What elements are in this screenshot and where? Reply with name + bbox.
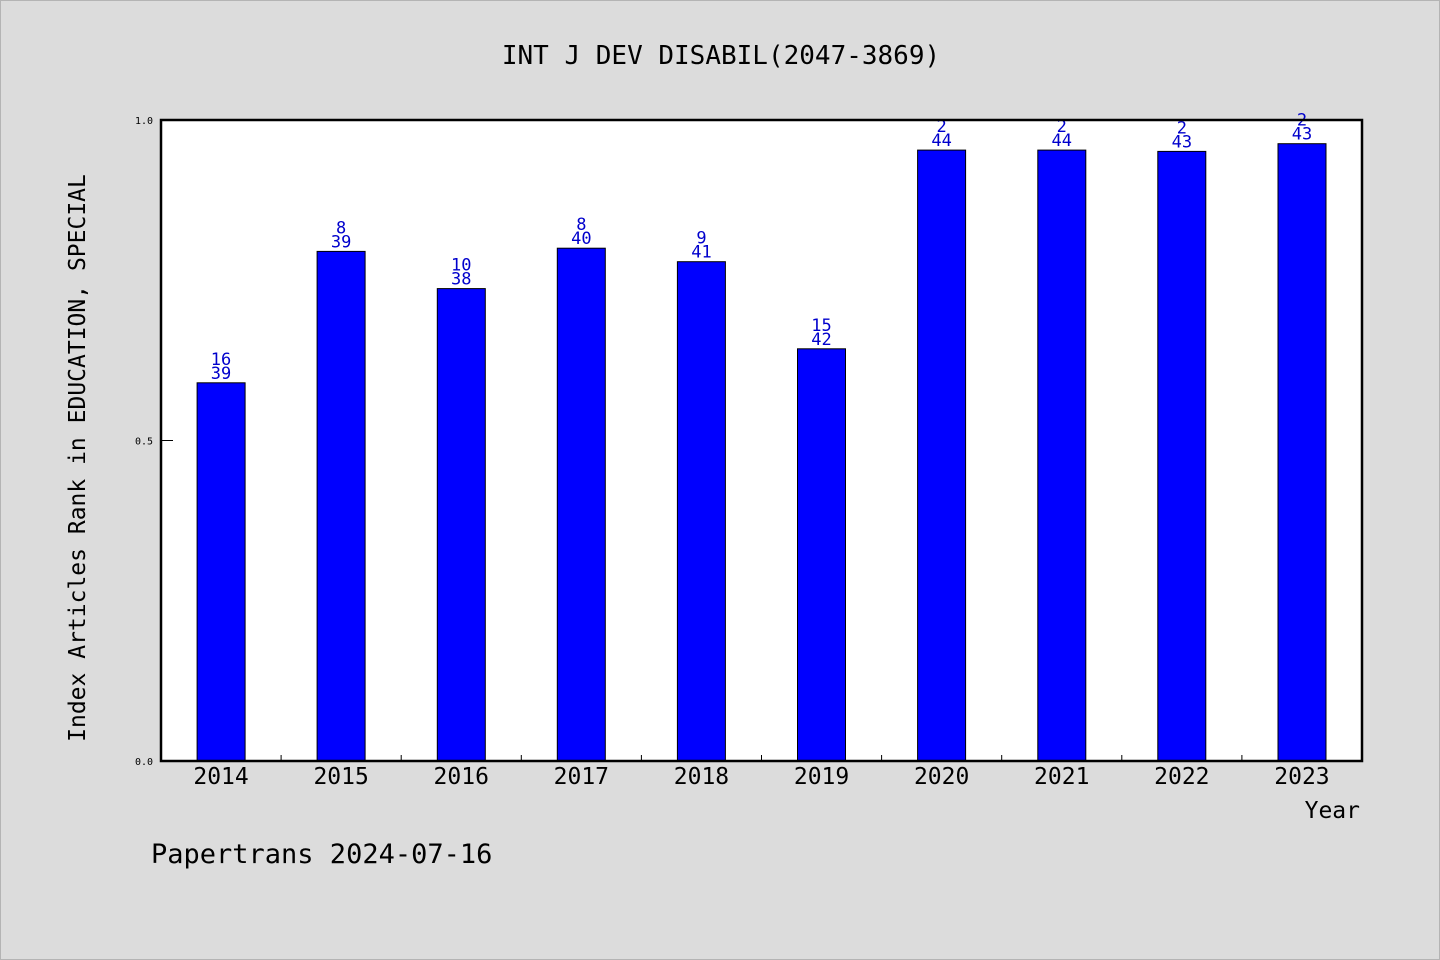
total-label-2020: 44 — [931, 131, 951, 151]
bar-2021 — [1037, 149, 1087, 762]
bar-2014 — [196, 382, 246, 762]
rank-label-2016: 10 — [451, 256, 471, 276]
total-label-2023: 43 — [1292, 125, 1312, 145]
chart-title: INT J DEV DISABIL(2047-3869) — [502, 41, 940, 71]
x-tick-label-2015: 2015 — [313, 764, 368, 790]
rank-label-2020: 2 — [937, 117, 947, 137]
bar-2019 — [797, 348, 846, 762]
x-tick-label-2021: 2021 — [1034, 764, 1089, 790]
y-tick-label-0: 0.0 — [135, 757, 153, 768]
total-label-2018: 41 — [691, 243, 711, 263]
x-axis-label: Year — [1305, 798, 1360, 824]
x-tick-label-2014: 2014 — [193, 764, 248, 790]
footer-credit: Papertrans 2024-07-16 — [151, 839, 492, 870]
x-tick-label-2019: 2019 — [794, 764, 849, 790]
rank-label-2014: 16 — [211, 350, 231, 370]
x-tick-label-2020: 2020 — [914, 764, 969, 790]
x-tick-label-2016: 2016 — [434, 764, 489, 790]
plot-border — [159, 118, 1364, 763]
bar-2020 — [917, 149, 967, 762]
total-label-2014: 39 — [211, 364, 231, 384]
bar-2022 — [1157, 150, 1207, 762]
total-label-2019: 42 — [811, 330, 831, 350]
x-tick-label-2017: 2017 — [554, 764, 609, 790]
total-label-2017: 40 — [571, 229, 591, 249]
x-tick-label-2022: 2022 — [1154, 764, 1209, 790]
y-axis-label: Index Articles Rank in EDUCATION, SPECIA… — [65, 174, 91, 742]
bar-2017 — [556, 247, 606, 762]
bar-2023 — [1277, 143, 1327, 762]
bars-group — [196, 143, 1327, 762]
total-label-2021: 44 — [1052, 131, 1072, 151]
rank-label-2015: 8 — [336, 218, 346, 238]
total-label-2015: 39 — [331, 232, 351, 252]
rank-label-2021: 2 — [1057, 117, 1067, 137]
total-label-2016: 38 — [451, 270, 471, 290]
rank-label-2017: 8 — [576, 215, 586, 235]
bar-2016 — [436, 288, 486, 762]
x-tick-label-2018: 2018 — [674, 764, 729, 790]
x-tick-label-2023: 2023 — [1274, 764, 1329, 790]
bar-2015 — [316, 250, 366, 762]
y-tick-label-2: 1.0 — [135, 116, 153, 127]
bar-2018 — [676, 261, 726, 762]
rank-label-2018: 9 — [696, 229, 706, 249]
total-label-2022: 43 — [1172, 132, 1192, 152]
y-tick-label-1: 0.5 — [135, 437, 153, 448]
rank-label-2022: 2 — [1177, 118, 1187, 138]
x-ticks-group: 2014 2015 2016 2017 2018 2019 2020 2021 2022 2023 — [193, 755, 1330, 790]
rank-label-2019: 15 — [811, 316, 831, 336]
